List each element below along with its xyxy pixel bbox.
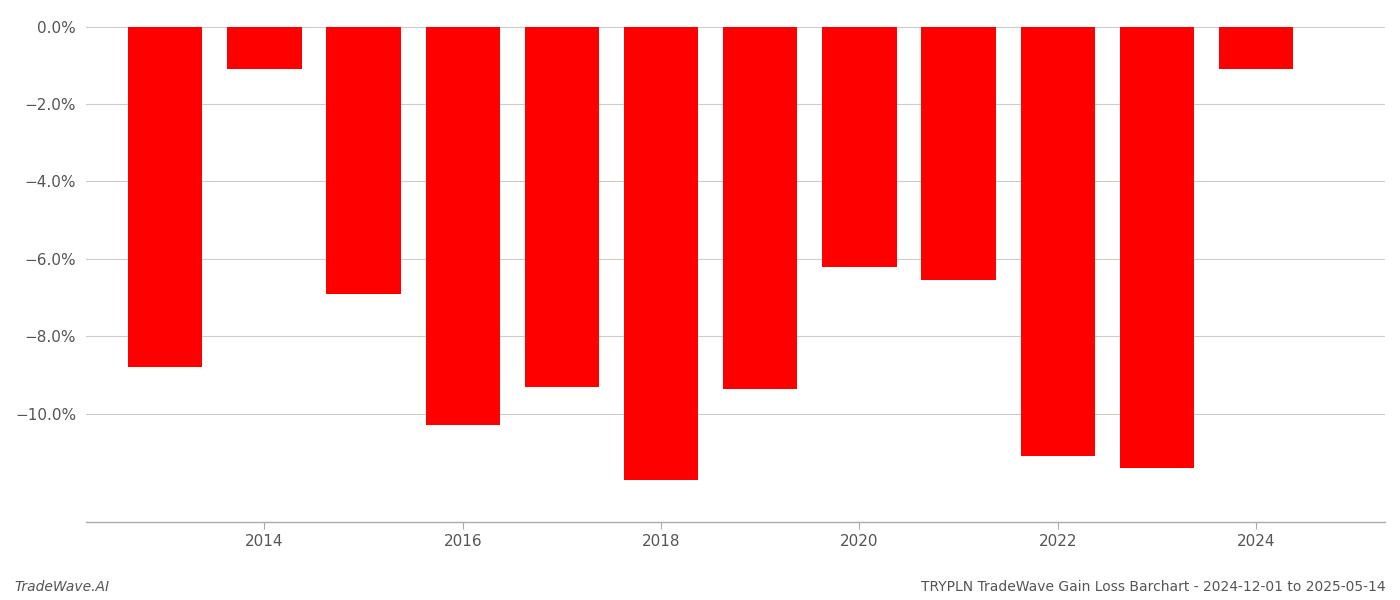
Bar bbox=[921, 26, 995, 280]
Text: TradeWave.AI: TradeWave.AI bbox=[14, 580, 109, 594]
Bar bbox=[822, 26, 896, 266]
Bar bbox=[722, 26, 798, 389]
Bar bbox=[1120, 26, 1194, 468]
Bar bbox=[227, 26, 301, 69]
Bar bbox=[326, 26, 400, 294]
Bar bbox=[127, 26, 203, 367]
Bar bbox=[1219, 26, 1294, 69]
Text: TRYPLN TradeWave Gain Loss Barchart - 2024-12-01 to 2025-05-14: TRYPLN TradeWave Gain Loss Barchart - 20… bbox=[921, 580, 1386, 594]
Bar bbox=[525, 26, 599, 386]
Bar bbox=[624, 26, 699, 479]
Bar bbox=[426, 26, 500, 425]
Bar bbox=[1021, 26, 1095, 457]
